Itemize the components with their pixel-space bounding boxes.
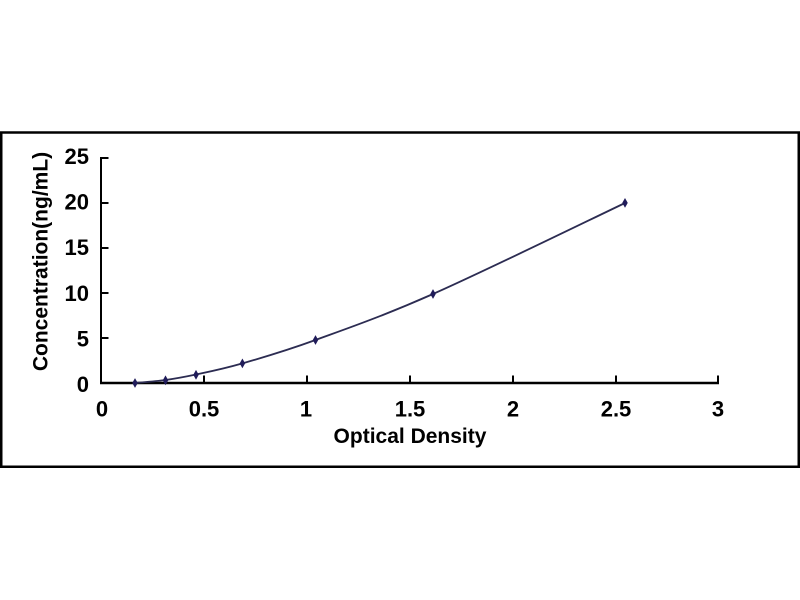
svg-text:2.5: 2.5 [601,397,632,422]
svg-text:10: 10 [65,281,89,306]
svg-text:0: 0 [96,397,108,422]
svg-text:Optical Density: Optical Density [334,425,487,448]
svg-text:Concentration(ng/mL): Concentration(ng/mL) [30,152,53,371]
svg-text:25: 25 [65,144,89,169]
svg-text:0: 0 [77,372,89,397]
svg-text:5: 5 [77,326,89,351]
svg-text:20: 20 [65,190,89,215]
svg-text:2: 2 [507,397,519,422]
svg-text:0.5: 0.5 [189,397,220,422]
svg-text:1: 1 [300,397,312,422]
svg-text:1.5: 1.5 [395,397,426,422]
svg-text:3: 3 [712,397,724,422]
svg-text:15: 15 [65,235,89,260]
